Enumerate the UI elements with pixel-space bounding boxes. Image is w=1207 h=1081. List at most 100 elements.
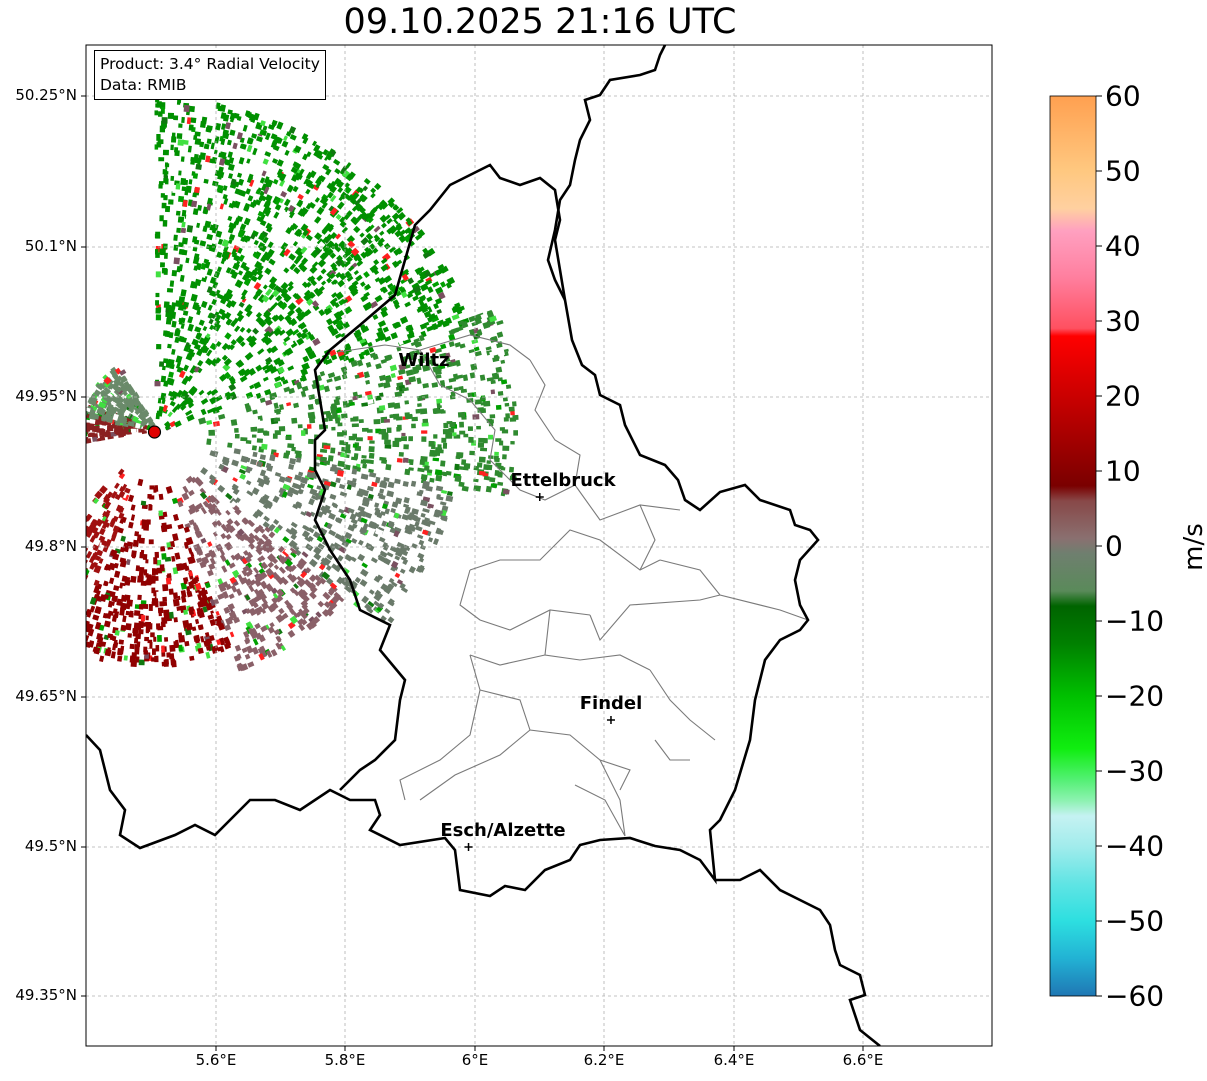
- radar-gate: [236, 132, 243, 140]
- radar-gate: [257, 264, 264, 273]
- radar-gate: [350, 360, 359, 368]
- radar-gate: [414, 267, 423, 276]
- radar-gate: [483, 464, 490, 471]
- radar-gate: [328, 529, 337, 537]
- radar-gate: [380, 358, 387, 364]
- radar-gate: [478, 456, 486, 463]
- city-marker: [535, 493, 544, 501]
- radar-gate: [223, 197, 229, 205]
- colorbar-tick-label: 10: [1105, 454, 1141, 488]
- radar-gate: [159, 601, 165, 607]
- radar-gate: [381, 434, 389, 440]
- radar-gate: [166, 288, 174, 293]
- radar-gate: [140, 549, 145, 556]
- radar-gate: [238, 468, 246, 475]
- radar-gate: [454, 463, 460, 471]
- radar-gate: [206, 349, 213, 357]
- radar-gate: [300, 246, 308, 254]
- radar-gate: [401, 436, 407, 442]
- radar-gate: [495, 404, 502, 410]
- radar-gate: [273, 519, 280, 525]
- radar-gate: [196, 557, 203, 564]
- radar-gate: [185, 214, 191, 222]
- radar-gate: [354, 576, 362, 584]
- radar-gate: [194, 138, 202, 145]
- radar-gate: [188, 489, 195, 497]
- radar-gate: [314, 197, 320, 203]
- radar-gate: [494, 457, 500, 463]
- radar-gate: [365, 361, 372, 368]
- radar-gate: [110, 533, 117, 542]
- radar-gate: [470, 363, 478, 371]
- radar-gate: [445, 282, 452, 289]
- radar-gate: [215, 341, 222, 348]
- radar-gate: [172, 533, 179, 542]
- radar-gate: [177, 523, 184, 530]
- radar-gate: [140, 500, 147, 506]
- radar-gate: [225, 318, 233, 326]
- radar-gate: [480, 447, 488, 452]
- radar-gate: [156, 410, 163, 417]
- radar-gate: [376, 330, 385, 339]
- radar-gate: [217, 105, 222, 112]
- radar-gate: [180, 227, 187, 234]
- radar-gate: [210, 142, 215, 150]
- radar-gate: [161, 645, 165, 653]
- radar-gate: [78, 645, 85, 651]
- radar-gate: [282, 379, 289, 385]
- radar-gate: [117, 655, 123, 662]
- radar-gate: [203, 178, 209, 184]
- radar-gate: [390, 332, 398, 340]
- radar-gate: [209, 396, 218, 405]
- radar-gate: [316, 206, 325, 216]
- radar-gate: [206, 125, 213, 131]
- radar-gate: [468, 315, 476, 323]
- radar-gate: [74, 557, 82, 565]
- radar-gate: [176, 98, 181, 105]
- radar-gate: [77, 535, 83, 542]
- radar-gate: [357, 553, 366, 562]
- radar-gate: [288, 211, 295, 219]
- radar-gate: [451, 313, 460, 321]
- radar-gate: [149, 495, 155, 500]
- radar-gate: [263, 315, 272, 324]
- colorbar-tick-label: 40: [1105, 229, 1141, 263]
- radar-gate: [343, 306, 353, 315]
- radar-gate: [445, 495, 454, 502]
- radar-gate: [264, 132, 271, 141]
- radar-gate: [501, 429, 509, 434]
- radar-gate: [403, 338, 412, 345]
- radar-gate: [253, 252, 260, 259]
- radar-gate: [368, 446, 375, 453]
- radar-gate: [277, 314, 285, 322]
- radar-gate: [78, 422, 85, 428]
- radar-gate: [260, 254, 268, 263]
- radar-gate: [202, 325, 208, 332]
- radar-gate: [350, 417, 357, 422]
- radar-gate: [229, 631, 235, 638]
- radar-gate: [319, 448, 328, 454]
- radar-gate: [219, 203, 225, 210]
- radar-gate: [373, 419, 381, 425]
- radar-gate: [252, 327, 260, 335]
- radar-gate: [315, 289, 324, 297]
- radar-gate: [335, 477, 341, 484]
- radar-gate: [361, 455, 367, 459]
- radar-gate: [252, 451, 258, 458]
- radar-gate: [253, 567, 260, 574]
- radar-gate: [281, 275, 288, 282]
- radar-gate: [244, 352, 254, 361]
- radar-gate: [388, 246, 397, 254]
- radar-gate: [214, 314, 222, 323]
- radar-gate: [354, 202, 363, 212]
- radar-gate: [422, 480, 430, 488]
- radar-gate: [228, 375, 236, 384]
- radar-gate: [301, 257, 309, 265]
- radar-gate: [359, 324, 366, 330]
- radar-gate: [157, 626, 164, 631]
- radar-gate: [322, 236, 329, 244]
- radar-gate: [209, 324, 215, 331]
- radar-gate: [389, 225, 398, 233]
- radar-gate: [209, 557, 216, 566]
- radar-gate: [337, 432, 344, 437]
